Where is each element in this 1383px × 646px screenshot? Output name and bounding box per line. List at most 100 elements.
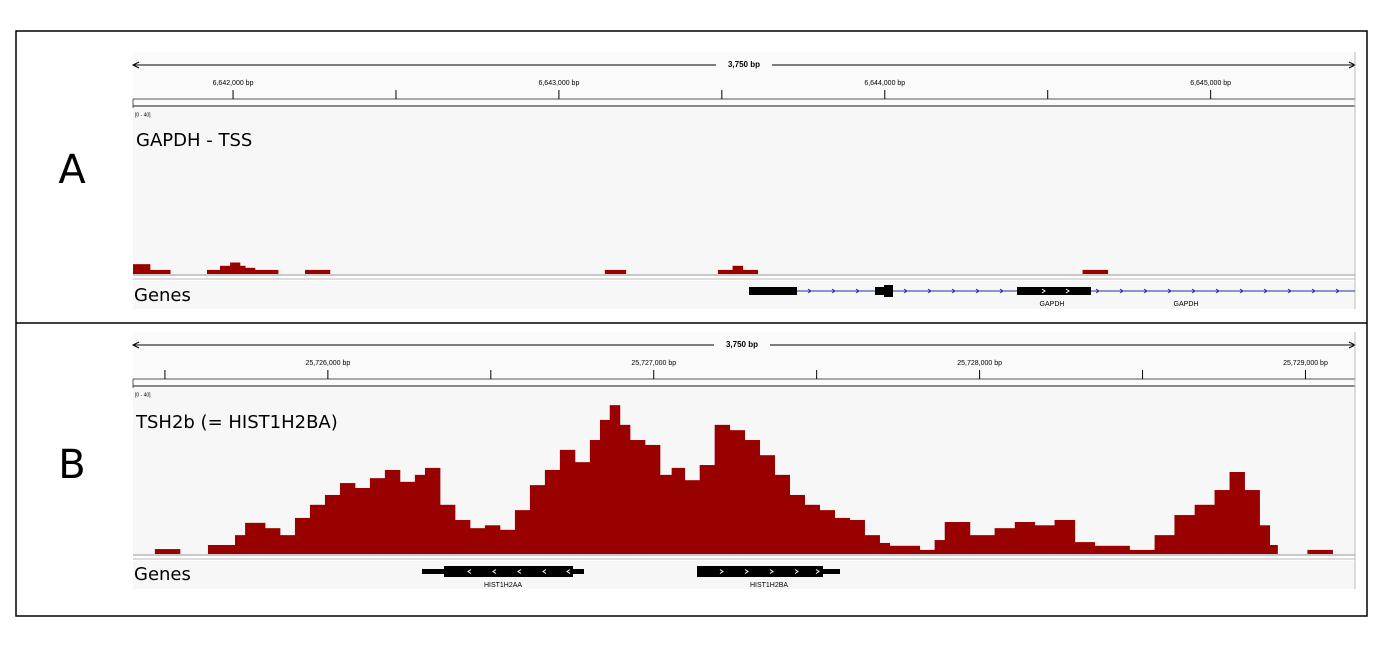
coverage-bar <box>1194 504 1215 554</box>
coverage-bar <box>1054 519 1076 554</box>
x-tick-label: 6,642,000 bp <box>213 80 254 87</box>
coverage-bar <box>1259 525 1271 554</box>
gene-label: HIST1H2AA <box>484 582 522 589</box>
strand-arrow <box>1095 288 1100 294</box>
strand-arrow <box>903 288 908 294</box>
coverage-bar <box>234 535 246 554</box>
coverage-bar <box>919 549 936 554</box>
coverage-bar <box>1154 535 1175 554</box>
coverage-bar <box>559 449 576 554</box>
x-tick-label: 25,726,000 bp <box>305 360 350 367</box>
coverage-bar <box>499 529 516 554</box>
strand-arrow <box>1119 288 1124 294</box>
data-range: [0 - 40] <box>135 392 151 398</box>
coverage-bar <box>439 504 456 554</box>
track-bg <box>133 108 1355 276</box>
coverage-bar <box>819 510 835 554</box>
track-name: GAPDH - TSS <box>136 130 252 151</box>
strand-arrow <box>1065 288 1070 294</box>
coverage-bar <box>294 517 311 554</box>
coverage-bar <box>1229 472 1245 554</box>
x-tick-label: 6,643,000 bp <box>538 80 579 87</box>
coverage-bar <box>604 269 627 274</box>
coverage-bar <box>245 267 256 274</box>
x-tick-label: 25,728,000 bp <box>957 360 1002 367</box>
strand-arrow <box>807 288 812 294</box>
strand-arrow <box>794 569 799 574</box>
strand-arrow <box>1287 288 1292 294</box>
coverage-bar <box>619 424 631 554</box>
coverage-bar <box>759 455 776 554</box>
strand-arrow <box>951 288 956 294</box>
coverage-bar <box>879 542 891 554</box>
coverage-bar <box>245 522 266 554</box>
coverage-bar <box>671 467 686 554</box>
coverage-bar <box>732 265 744 274</box>
coverage-bar <box>644 444 661 554</box>
coverage-bar <box>609 405 621 554</box>
coverage-bar <box>969 535 995 554</box>
coverage-bar <box>207 544 236 554</box>
strand-arrow <box>1041 288 1046 294</box>
strand-arrow <box>1143 288 1148 294</box>
strand-arrow <box>1335 288 1340 294</box>
strand-arrow <box>1311 288 1316 294</box>
strand-arrow <box>769 569 774 574</box>
strand-arrow <box>1263 288 1268 294</box>
coverage-bar <box>864 535 880 554</box>
coverage-bar <box>469 528 486 554</box>
strand-arrow <box>467 569 472 574</box>
strand-arrow <box>566 569 571 574</box>
coverage-bar <box>1094 545 1130 554</box>
strand-arrow <box>815 569 820 574</box>
coverage-bar <box>789 494 806 554</box>
coverage-bar <box>629 440 646 554</box>
strand-arrow <box>999 288 1004 294</box>
track-name: TSH2b (= HIST1H2BA) <box>135 412 338 433</box>
coverage-bar <box>454 519 471 554</box>
x-tick-label: 6,644,000 bp <box>864 80 905 87</box>
coverage-bar <box>699 465 716 554</box>
coverage-bar <box>484 525 501 554</box>
genes-bg <box>133 281 1355 309</box>
coverage-bar <box>994 528 1016 554</box>
coverage-bar <box>279 535 296 554</box>
gene-label: HIST1H2BA <box>750 582 788 589</box>
coverage-bar <box>529 485 546 554</box>
data-range: [0 - 40] <box>135 112 151 118</box>
strand-arrow <box>831 288 836 294</box>
coverage-bar <box>414 474 426 554</box>
x-tick-label: 6,645,000 bp <box>1190 80 1231 87</box>
span-label: 3,750 bp <box>728 60 760 69</box>
coverage-bar <box>889 545 921 554</box>
coverage-bar <box>206 269 221 274</box>
strand-arrow <box>744 569 749 574</box>
coverage-bar <box>264 528 281 554</box>
coverage-bar <box>744 440 761 554</box>
genes-track-name: Genes <box>134 285 191 306</box>
coverage-bar <box>684 480 701 554</box>
coverage-bar <box>239 265 246 274</box>
span-label-bg <box>716 59 772 71</box>
strand-arrow <box>1191 288 1196 294</box>
coverage-bar <box>384 469 401 554</box>
coverage-bar <box>1034 525 1055 554</box>
strand-arrow <box>1215 288 1220 294</box>
coverage-bar <box>1082 269 1109 274</box>
gene-exon <box>884 285 893 297</box>
x-tick-label: 25,727,000 bp <box>631 360 676 367</box>
coverage-bar <box>309 504 326 554</box>
strand-arrow <box>927 288 932 294</box>
coverage-bar <box>574 462 591 554</box>
strand-arrow <box>492 569 497 574</box>
coverage-bar <box>399 481 416 554</box>
coverage-bar <box>1244 490 1260 554</box>
coverage-bar <box>254 269 279 274</box>
coverage-bar <box>1129 549 1155 554</box>
coverage-bar <box>717 269 733 274</box>
coverage-bar <box>1214 490 1230 554</box>
panel-label: B <box>58 442 85 488</box>
panel-label: A <box>58 147 86 193</box>
gene-exon <box>1017 287 1091 295</box>
